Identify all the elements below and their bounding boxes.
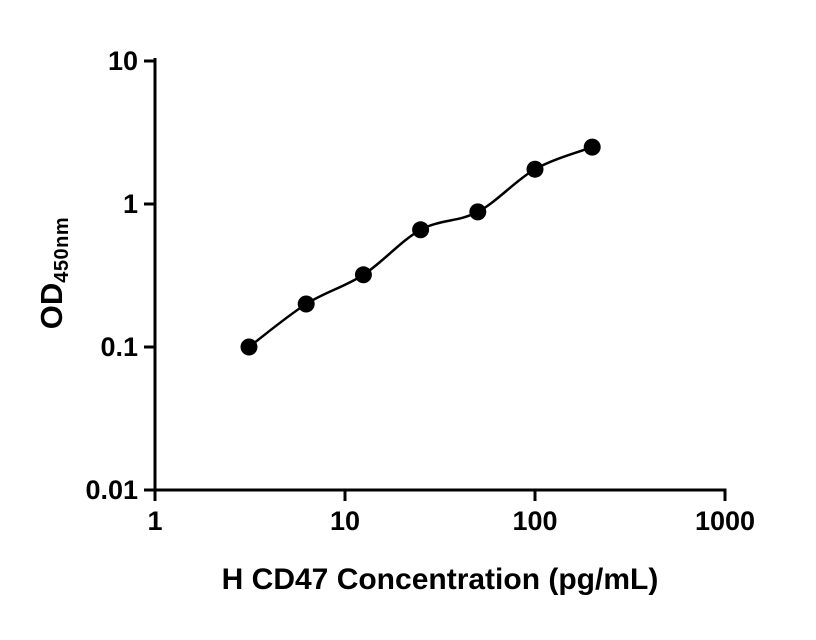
- x-axis-title: H CD47 Concentration (pg/mL): [221, 563, 659, 596]
- data-point: [297, 295, 315, 313]
- y-axis-tick-label: 0.1: [100, 332, 138, 362]
- data-point: [354, 266, 372, 284]
- y-axis-tick-label: 1: [123, 189, 138, 219]
- data-point: [583, 138, 601, 156]
- y-axis-label-subscript: 450nm: [51, 216, 73, 283]
- x-axis-tick-label: 1000: [695, 506, 755, 536]
- x-axis-tick-label: 1: [147, 506, 162, 536]
- y-axis-title: OD450nm: [33, 143, 73, 403]
- y-axis-label: OD: [34, 282, 69, 330]
- data-point: [412, 221, 430, 239]
- x-axis-tick-label: 10: [330, 506, 360, 536]
- data-point: [240, 338, 258, 356]
- y-axis-tick-label: 0.01: [85, 475, 138, 505]
- data-point: [469, 203, 487, 221]
- data-point: [526, 160, 544, 178]
- y-axis-tick-label: 10: [108, 46, 138, 76]
- fitted-curve: [248, 145, 593, 348]
- x-axis-tick-label: 100: [512, 506, 557, 536]
